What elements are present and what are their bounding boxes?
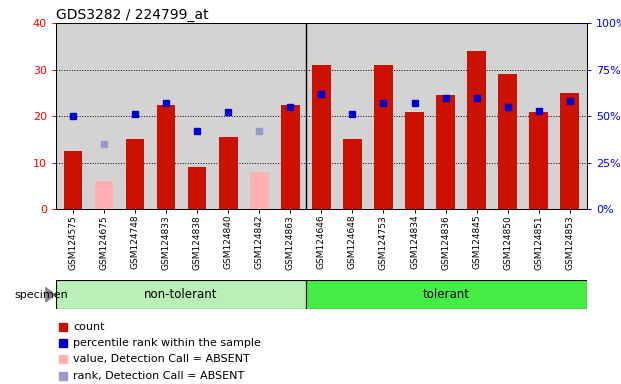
Text: GDS3282 / 224799_at: GDS3282 / 224799_at [56,8,209,22]
Text: tolerant: tolerant [423,288,470,301]
Bar [219,137,237,209]
Bar [306,280,587,309]
Bar [94,181,113,209]
Bar [125,139,144,209]
Bar [281,104,299,209]
Text: specimen: specimen [14,290,68,300]
Bar [467,51,486,209]
Bar [156,104,176,209]
Text: value, Detection Call = ABSENT: value, Detection Call = ABSENT [73,354,250,364]
Bar [250,172,268,209]
Bar [56,280,306,309]
Text: rank, Detection Call = ABSENT: rank, Detection Call = ABSENT [73,371,244,381]
Bar [529,111,548,209]
Polygon shape [46,288,55,302]
Bar [64,151,82,209]
Bar [436,95,455,209]
Text: count: count [73,322,104,332]
Bar [374,65,392,209]
Bar [312,65,330,209]
Bar [343,139,361,209]
Bar [498,74,517,209]
Text: non-tolerant: non-tolerant [144,288,217,301]
Bar [560,93,579,209]
Text: percentile rank within the sample: percentile rank within the sample [73,338,261,348]
Bar [405,111,424,209]
Bar [188,167,206,209]
